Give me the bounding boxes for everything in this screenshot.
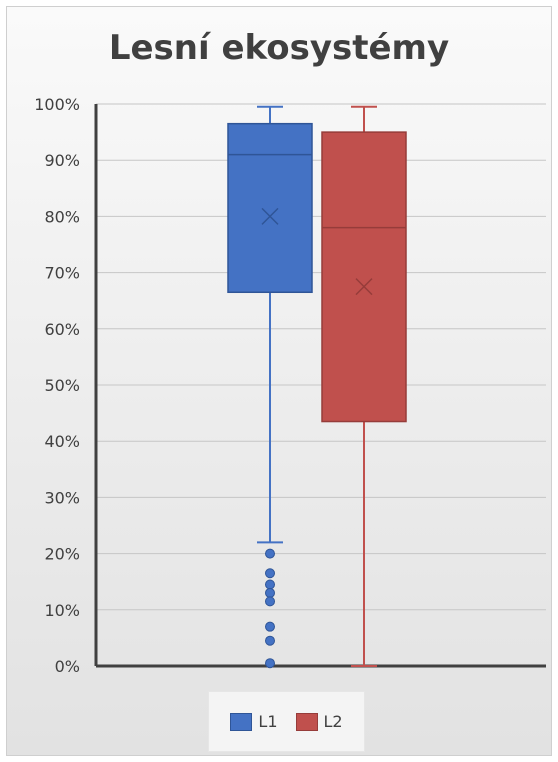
legend-item-l1: L1 [230,712,278,731]
mean-marker [261,207,279,225]
mean-marker [355,278,373,296]
y-tick-label: 20% [44,545,80,564]
legend-swatch-l1 [230,712,253,731]
box-l2 [321,105,407,667]
chart-title: Lesní ekosystémy [108,28,450,68]
y-tick-label: 40% [44,432,80,451]
legend-swatch-l2 [295,712,318,731]
legend-label-l1: L1 [258,712,278,731]
legend: L1 L2 [208,691,365,752]
outlier-point [265,635,275,646]
y-tick-label: 50% [44,376,80,395]
y-tick-label: 0% [55,657,80,676]
outlier-point [265,658,275,669]
box-iqr [321,131,407,423]
outlier-point [265,587,275,598]
y-tick-labels: 0% 10% 20% 30% 40% 50% 60% 70% 80% 90% 100% [34,95,80,676]
y-tick-label: 80% [44,207,80,226]
y-tick-label: 30% [44,488,80,507]
y-tick-label: 90% [44,151,80,170]
box-iqr [227,122,313,294]
outlier-point [265,579,275,590]
y-tick-label: 70% [44,264,80,283]
legend-label-l2: L2 [323,712,343,731]
y-tick-label: 100% [34,95,80,114]
legend-item-l2: L2 [295,712,343,731]
outlier-point [265,596,275,607]
outlier-point [265,568,275,579]
outlier-point [265,621,275,632]
box-l1 [227,105,313,669]
y-tick-label: 60% [44,320,80,339]
gridlines [96,103,546,611]
y-tick-label: 10% [44,601,80,620]
outlier-point [265,548,275,559]
box-series [227,105,407,669]
y-axis [94,104,546,668]
